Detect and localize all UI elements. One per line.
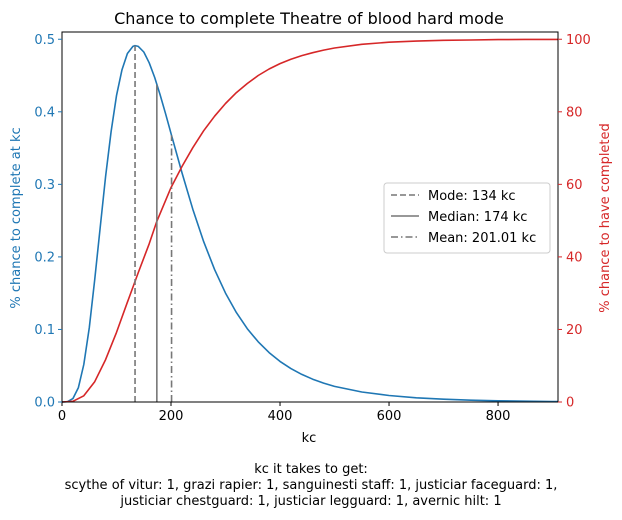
x-tick-label: 0 (58, 409, 66, 424)
x-tick-label: 800 (486, 409, 511, 424)
axes-layer: 0 200 400 600 800 0.0 0.1 0.2 0.3 0.4 0.5 0 20 40 60 80… (34, 31, 591, 424)
cdf-series-line (61, 38, 558, 403)
y-axis-right-label: % chance to have completed (598, 123, 613, 313)
x-axis-label: kc (302, 431, 317, 446)
legend-box (383, 182, 551, 254)
y-left-tick-label: 0.2 (34, 250, 55, 265)
y-right-tick-label: 40 (566, 250, 583, 265)
y-right-tick-label: 100 (566, 33, 591, 48)
legend-mean-label: Mean: 201.01 kc (428, 231, 536, 246)
y-axis-left-label: % chance to complete at kc (9, 127, 24, 308)
y-left-tick-label: 0.4 (34, 105, 55, 120)
plot-frame (61, 31, 559, 403)
y-left-tick-label: 0.1 (34, 323, 55, 338)
caption-line-2: scythe of vitur: 1, grazi rapier: 1, san… (64, 478, 558, 493)
y-left-tick-label: 0.3 (34, 178, 55, 193)
chart: Chance to complete Theatre of blood hard… (9, 9, 613, 446)
x-tick-label: 200 (159, 409, 184, 424)
caption-line-3: justiciar chestguard: 1, justiciar leggu… (120, 494, 502, 509)
y-right-tick-label: 20 (566, 323, 583, 338)
y-right-tick-label: 80 (566, 105, 583, 120)
y-right-tick-label: 0 (566, 396, 574, 411)
series-layer (61, 38, 558, 403)
x-tick-label: 400 (268, 409, 293, 424)
caption-line-1: kc it takes to get: (254, 462, 368, 477)
marker-layer (134, 45, 173, 402)
legend: Mode: 134 kc Median: 174 kc Mean: 201.01… (383, 182, 551, 254)
y-left-tick-label: 0.0 (34, 396, 55, 411)
y-left-tick-label: 0.5 (34, 33, 55, 48)
legend-median-label: Median: 174 kc (428, 210, 527, 225)
pdf-series-line (61, 44, 558, 403)
x-tick-label: 600 (377, 409, 402, 424)
chart-title: Chance to complete Theatre of blood hard… (114, 9, 504, 28)
legend-mode-label: Mode: 134 kc (428, 189, 516, 204)
y-right-tick-label: 60 (566, 178, 583, 193)
